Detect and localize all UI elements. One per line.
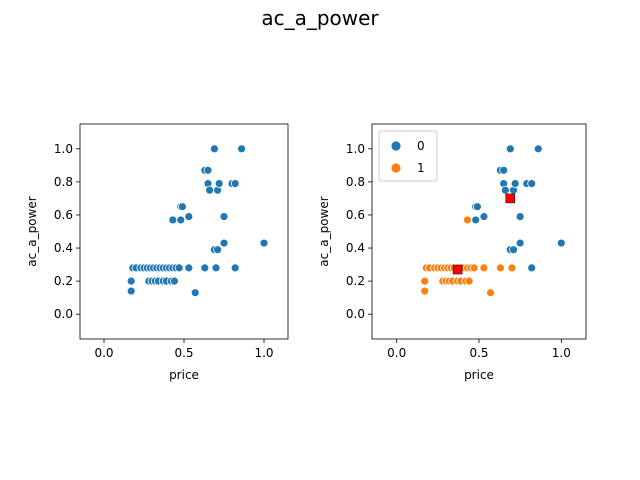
y-tick-label: 0.2 [54,274,73,288]
scatter-panel-left: 0.0 0.5 1.0 0.0 0.2 0.4 0.6 0.8 1.0 price ac_a_pow… [25,123,289,382]
scatter-point [213,245,223,255]
scatter-point [463,215,472,225]
scatter-point [507,263,517,273]
series-1 [420,215,517,298]
x-tick-label: 0.0 [94,346,113,360]
scatter-point [486,288,495,298]
scatter-point [509,245,518,255]
y-tick-label: 0.4 [346,241,365,255]
scatter-point [126,286,136,296]
x-axis-label: price [464,368,494,382]
centroid-marker [452,264,463,275]
scatter-point [209,144,219,154]
legend-label: 0 [417,139,425,153]
x-tick-label: 1.0 [254,346,273,360]
x-tick-label: 0.5 [174,346,193,360]
y-tick-label: 1.0 [54,142,73,156]
y-axis-label: ac_a_power [317,196,331,266]
scatter-point [237,144,247,154]
scatter-point [479,212,489,222]
scatter-point [500,185,510,195]
scatter-point [515,238,525,248]
scatter-point [177,202,187,212]
scatter-point [184,263,194,273]
scatter-point [479,263,489,273]
axes-frame [79,123,289,340]
scatter-point [230,179,240,188]
scatter-point [510,179,520,188]
legend-box [378,130,438,182]
scatter-point [259,238,269,248]
series-0 [126,144,269,298]
scatter-point [515,212,525,222]
y-tick-label: 0.8 [54,175,73,189]
legend-label: 1 [417,161,425,175]
series-0 [471,144,566,273]
scatter-point [469,263,479,273]
centroid-marker [505,193,516,204]
scatter-point [533,144,543,154]
scatter-point [184,212,194,222]
x-tick-label: 0.0 [387,346,406,360]
y-tick-label: 0.4 [54,241,73,255]
scatter-point [464,276,474,286]
y-tick-label: 0.0 [54,307,73,321]
x-tick-label: 1.0 [552,346,571,360]
scatter-point [527,263,537,273]
scatter-point [505,144,515,154]
scatter-point [420,276,430,286]
scatter-point [472,202,482,212]
scatter-point [219,238,229,248]
y-tick-label: 0.0 [346,307,365,321]
scatter-point [230,263,240,273]
scatter-point [190,288,200,298]
scatter-point [499,165,509,175]
scatter-point [214,179,224,188]
legend-marker [390,162,402,174]
y-tick-label: 1.0 [346,142,365,156]
scatter-point [126,276,136,286]
scatter-point [420,286,430,296]
scatter-point [176,215,186,225]
scatter-point [556,238,566,248]
legend-marker [390,140,402,152]
scatter-point [219,212,229,222]
y-tick-label: 0.8 [346,175,365,189]
legend: 01 [378,130,438,182]
x-tick-label: 0.5 [469,346,488,360]
scatter-point [211,263,221,273]
scatter-panel-right: 0.0 0.5 1.0 0.0 0.2 0.4 0.6 0.8 1.0 price ac_a_pow… [317,123,587,382]
y-tick-label: 0.6 [54,208,73,222]
y-axis-label: ac_a_power [25,196,39,266]
scatter-point [200,263,210,273]
scatter-point [495,263,505,273]
y-tick-label: 0.2 [346,274,365,288]
scatter-point [168,215,178,225]
scatter-point [527,179,537,188]
figure-title: ac_a_power [261,6,379,30]
scatter-point [203,165,213,175]
scatter-point [205,185,215,195]
scatter-point [471,215,481,225]
x-axis-label: price [169,368,199,382]
scatter-point [169,276,179,286]
scatter-point [174,263,184,273]
y-tick-label: 0.6 [346,208,365,222]
